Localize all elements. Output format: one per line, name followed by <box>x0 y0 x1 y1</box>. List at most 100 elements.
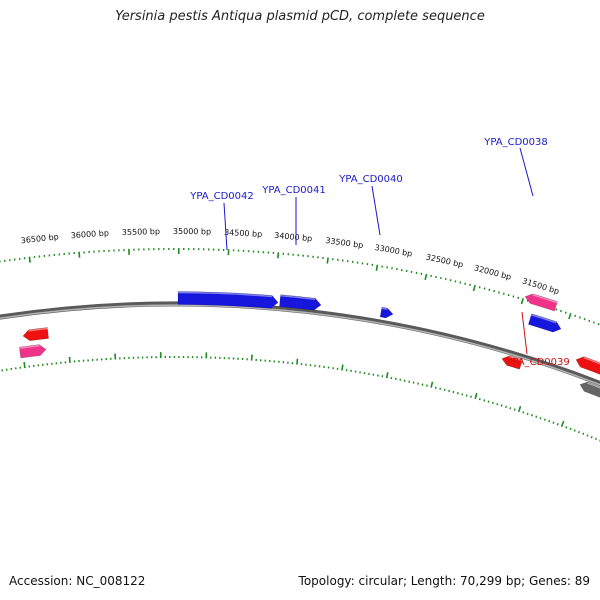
callout-line-ypa-cd0039 <box>521 311 528 355</box>
inner-ring-minor-tick <box>552 421 555 424</box>
inner-ring-minor-tick <box>530 414 533 417</box>
outer-ring-minor-tick <box>502 292 505 295</box>
inner-ring-minor-tick <box>487 400 490 403</box>
gene-ypa-cd0041-highlight <box>280 294 316 301</box>
inner-ring-major-tick <box>517 405 522 413</box>
inner-ring-minor-tick <box>569 427 572 431</box>
bp-position-label: 34000 bp <box>274 231 313 244</box>
inner-ring-minor-tick <box>470 395 472 398</box>
outer-ring-minor-tick <box>444 278 447 281</box>
bp-position-label: 33000 bp <box>374 243 413 259</box>
gene-red-left[interactable] <box>22 327 49 342</box>
gene-red-left-highlight <box>28 327 48 332</box>
callout-line-ypa-cd0038 <box>519 147 534 197</box>
outer-ring-minor-tick <box>517 296 520 299</box>
bp-position-label: 34500 bp <box>224 228 263 239</box>
outer-ring-minor-tick <box>574 314 577 318</box>
outer-ring-minor-tick <box>454 280 457 283</box>
callout-line-ypa-cd0040 <box>371 185 381 236</box>
gene-label-ypa-cd0038[interactable]: YPA_CD0038 <box>483 137 547 148</box>
inner-ring-major-tick <box>23 361 26 369</box>
gene-pink-left-body <box>18 344 47 359</box>
gene-gray-right[interactable] <box>579 381 600 399</box>
inner-ring-minor-tick <box>496 403 499 406</box>
gene-ypa-cd0041[interactable] <box>279 294 322 311</box>
inner-ring-minor-tick <box>548 419 551 423</box>
inner-ring-minor-tick <box>556 423 559 426</box>
inner-ring-minor-tick <box>478 397 481 401</box>
gene-layer <box>18 291 600 399</box>
gene-ypa-cd0039[interactable] <box>501 355 523 370</box>
inner-ring-minor-tick <box>586 434 589 437</box>
gene-ypa-cd0040[interactable] <box>379 306 394 319</box>
gene-label-ypa-cd0039[interactable]: YPA_CD0039 <box>505 357 569 368</box>
map-title: Yersinia pestis Antiqua plasmid pCD, com… <box>115 9 485 24</box>
outer-ring-minor-tick <box>488 288 491 291</box>
bp-position-label: 33500 bp <box>325 236 364 250</box>
inner-ring-minor-tick <box>465 394 468 397</box>
outer-ring-minor-tick <box>578 316 581 319</box>
inner-ring-minor-tick <box>500 404 503 407</box>
gene-ypa-cd0042-highlight <box>178 291 273 298</box>
inner-ring-minor-tick <box>426 384 428 387</box>
gene-ypa-cd0042-body <box>177 291 279 309</box>
gene-pink-a[interactable] <box>524 293 558 312</box>
inner-ring-major-tick <box>474 392 478 400</box>
outer-ring-minor-tick <box>464 282 467 285</box>
bp-position-label: 36500 bp <box>20 232 59 245</box>
inner-ring-minor-tick <box>582 432 585 436</box>
inner-ring-minor-tick <box>590 436 593 439</box>
outer-ring-minor-tick <box>507 293 510 297</box>
backbone-layer <box>0 301 600 387</box>
callout-line-ypa-cd0042 <box>223 202 228 251</box>
inner-ring-minor-tick <box>483 399 486 402</box>
outer-ring-major-tick <box>375 264 379 271</box>
inner-ring-minor-tick <box>565 426 568 429</box>
inner-ring-minor-tick <box>539 416 542 420</box>
inner-ring-minor-tick <box>491 401 494 405</box>
gene-ypa-cd0038-body <box>528 313 562 333</box>
outer-ring-minor-tick <box>498 291 500 294</box>
gene-pink-left[interactable] <box>18 344 47 359</box>
outer-ring-major-tick <box>28 256 31 263</box>
outer-ring-major-tick <box>277 252 280 259</box>
inner-ring-major-tick <box>296 358 299 365</box>
gene-label-ypa-cd0040[interactable]: YPA_CD0040 <box>338 174 402 185</box>
gene-ypa-cd0041-body <box>279 294 322 311</box>
outer-ring-minor-tick <box>583 317 586 321</box>
gene-ypa-cd0042[interactable] <box>177 291 279 309</box>
outer-ring-minor-tick <box>592 321 595 324</box>
gene-label-ypa-cd0042[interactable]: YPA_CD0042 <box>189 191 253 202</box>
gene-red-right-body <box>575 356 600 375</box>
inner-ring-minor-tick <box>505 405 507 409</box>
gene-pink-a-body <box>524 293 558 312</box>
inner-ring-minor-tick <box>452 390 455 394</box>
gene-ypa-cd0038[interactable] <box>528 313 562 333</box>
gene-label-ypa-cd0041[interactable]: YPA_CD0041 <box>261 185 325 196</box>
inner-ring-minor-tick <box>573 429 576 432</box>
bp-position-label: 36000 bp <box>70 229 109 241</box>
outer-ring-minor-tick <box>493 289 496 293</box>
inner-ring-major-tick <box>430 381 434 388</box>
plasmid-backbone <box>0 301 600 387</box>
gene-ypa-cd0040-body <box>379 306 394 319</box>
inner-ring-minor-tick <box>578 431 581 434</box>
inner-ring-minor-tick <box>509 407 512 410</box>
gene-ypa-cd0039-highlight <box>509 355 523 362</box>
outer-ring-major-tick <box>472 284 476 292</box>
bp-position-label: 32500 bp <box>425 252 464 269</box>
topology-summary: Topology: circular; Length: 70,299 bp; G… <box>298 574 590 588</box>
bp-label-layer: 31500 bp 32000 bp 32500 bp 33000 bp 33500 bp… <box>20 227 560 296</box>
gene-gray-right-body <box>579 381 600 398</box>
gene-ypa-cd0039-body <box>501 355 523 370</box>
tick-layer <box>0 247 600 442</box>
outer-ring-minor-tick <box>483 287 486 290</box>
gene-red-right[interactable] <box>575 356 600 376</box>
outer-ring-minor-tick <box>478 286 481 289</box>
plasmid-backbone-highlight <box>0 304 600 386</box>
inner-ring-minor-tick <box>522 411 525 414</box>
inner-ring-minor-tick <box>456 392 459 395</box>
inner-ring-major-tick <box>560 420 565 427</box>
